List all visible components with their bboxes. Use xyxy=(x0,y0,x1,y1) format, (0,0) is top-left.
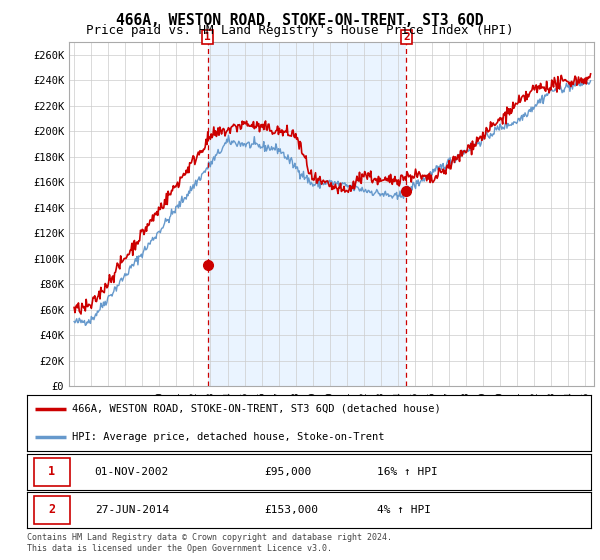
Text: 01-NOV-2002: 01-NOV-2002 xyxy=(95,467,169,477)
Text: £95,000: £95,000 xyxy=(264,467,311,477)
Text: 1: 1 xyxy=(48,465,55,478)
FancyBboxPatch shape xyxy=(34,458,70,486)
Text: 16% ↑ HPI: 16% ↑ HPI xyxy=(377,467,437,477)
Text: 4% ↑ HPI: 4% ↑ HPI xyxy=(377,505,431,515)
Text: HPI: Average price, detached house, Stoke-on-Trent: HPI: Average price, detached house, Stok… xyxy=(72,432,385,442)
Text: 27-JUN-2014: 27-JUN-2014 xyxy=(95,505,169,515)
Text: £153,000: £153,000 xyxy=(264,505,318,515)
Text: 466A, WESTON ROAD, STOKE-ON-TRENT, ST3 6QD: 466A, WESTON ROAD, STOKE-ON-TRENT, ST3 6… xyxy=(116,13,484,27)
Text: 1: 1 xyxy=(204,32,211,42)
Text: Contains HM Land Registry data © Crown copyright and database right 2024.
This d: Contains HM Land Registry data © Crown c… xyxy=(27,533,392,553)
Text: 466A, WESTON ROAD, STOKE-ON-TRENT, ST3 6QD (detached house): 466A, WESTON ROAD, STOKE-ON-TRENT, ST3 6… xyxy=(72,404,441,414)
FancyBboxPatch shape xyxy=(34,496,70,524)
Text: Price paid vs. HM Land Registry's House Price Index (HPI): Price paid vs. HM Land Registry's House … xyxy=(86,24,514,38)
Text: 2: 2 xyxy=(403,32,410,42)
Text: 2: 2 xyxy=(48,503,55,516)
Bar xyxy=(208,42,406,386)
